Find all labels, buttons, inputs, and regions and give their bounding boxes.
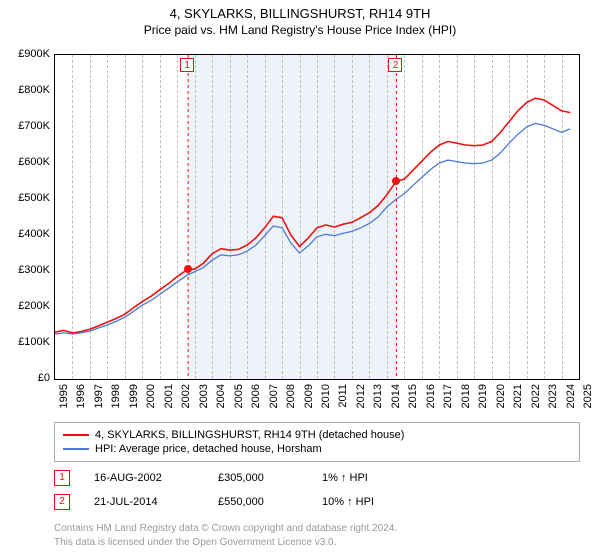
x-axis-label: 2015	[407, 384, 419, 408]
footer-attribution: Contains HM Land Registry data © Crown c…	[54, 522, 580, 549]
x-axis-label: 2006	[250, 384, 262, 408]
footer-line-2: This data is licensed under the Open Gov…	[54, 536, 580, 550]
x-axis-label: 2023	[547, 384, 559, 408]
arrow-up-icon: ↑	[347, 496, 353, 508]
y-axis-label: £100K	[0, 336, 50, 348]
event-row: 2 21-JUL-2014 £550,000 10% ↑ HPI	[54, 490, 580, 514]
sale-events: 1 16-AUG-2002 £305,000 1% ↑ HPI 2 21-JUL-2014…	[54, 466, 580, 514]
event-date: 21-JUL-2014	[94, 496, 194, 508]
event-date: 16-AUG-2002	[94, 472, 194, 484]
arrow-up-icon: ↑	[341, 472, 347, 484]
legend-swatch	[63, 434, 89, 436]
y-axis-label: £800K	[0, 84, 50, 96]
marker-index-box: 1	[180, 58, 194, 72]
x-axis-label: 2021	[512, 384, 524, 408]
event-price: £550,000	[218, 496, 298, 508]
x-axis-label: 2018	[460, 384, 472, 408]
x-axis-label: 2005	[233, 384, 245, 408]
chart-plot-area	[54, 54, 580, 380]
x-axis-label: 2011	[337, 384, 349, 408]
legend-item: 4, SKYLARKS, BILLINGSHURST, RH14 9TH (de…	[63, 428, 571, 442]
y-axis-label: £500K	[0, 192, 50, 204]
series-hpi	[55, 123, 570, 334]
chart-subtitle: Price paid vs. HM Land Registry's House …	[0, 21, 600, 41]
x-axis-label: 2022	[530, 384, 542, 408]
x-axis-label: 2013	[372, 384, 384, 408]
chart-title: 4, SKYLARKS, BILLINGSHURST, RH14 9TH	[0, 0, 600, 21]
legend-swatch	[63, 448, 89, 450]
x-axis-label: 1999	[128, 384, 140, 408]
x-axis-label: 2003	[198, 384, 210, 408]
x-axis-label: 1997	[93, 384, 105, 408]
y-axis-label: £200K	[0, 300, 50, 312]
x-axis-label: 2001	[163, 384, 175, 408]
x-axis-label: 2007	[268, 384, 280, 408]
legend-box: 4, SKYLARKS, BILLINGSHURST, RH14 9TH (de…	[54, 422, 580, 462]
event-row: 1 16-AUG-2002 £305,000 1% ↑ HPI	[54, 466, 580, 490]
legend-label: 4, SKYLARKS, BILLINGSHURST, RH14 9TH (de…	[95, 429, 404, 441]
x-axis-label: 2019	[477, 384, 489, 408]
series-price	[55, 98, 570, 333]
footer-line-1: Contains HM Land Registry data © Crown c…	[54, 522, 580, 536]
x-axis-label: 2017	[442, 384, 454, 408]
x-axis-label: 1995	[58, 384, 70, 408]
sale-dot	[184, 265, 192, 273]
x-axis-label: 2009	[303, 384, 315, 408]
x-axis-label: 1998	[110, 384, 122, 408]
x-axis-label: 2014	[390, 384, 402, 408]
x-axis-label: 2002	[180, 384, 192, 408]
marker-index-box: 2	[388, 58, 402, 72]
y-axis-label: £700K	[0, 120, 50, 132]
x-axis-label: 2020	[495, 384, 507, 408]
y-axis-label: £300K	[0, 264, 50, 276]
x-axis-label: 2008	[285, 384, 297, 408]
y-axis-label: £400K	[0, 228, 50, 240]
x-axis-label: 2004	[215, 384, 227, 408]
x-axis-label: 2000	[145, 384, 157, 408]
event-price: £305,000	[218, 472, 298, 484]
y-axis-label: £600K	[0, 156, 50, 168]
x-axis-label: 2016	[425, 384, 437, 408]
event-index: 1	[54, 470, 70, 486]
x-axis-label: 1996	[75, 384, 87, 408]
x-axis-label: 2012	[355, 384, 367, 408]
x-axis-label: 2024	[565, 384, 577, 408]
legend-item: HPI: Average price, detached house, Hors…	[63, 442, 571, 456]
event-delta: 10% ↑ HPI	[322, 496, 374, 508]
y-axis-label: £900K	[0, 48, 50, 60]
event-delta: 1% ↑ HPI	[322, 472, 368, 484]
x-axis-label: 2025	[582, 384, 594, 408]
x-axis-label: 2010	[320, 384, 332, 408]
event-index: 2	[54, 494, 70, 510]
y-axis-label: £0	[0, 372, 50, 384]
chart-svg	[55, 55, 579, 379]
legend-label: HPI: Average price, detached house, Hors…	[95, 443, 322, 455]
sale-dot	[392, 177, 400, 185]
